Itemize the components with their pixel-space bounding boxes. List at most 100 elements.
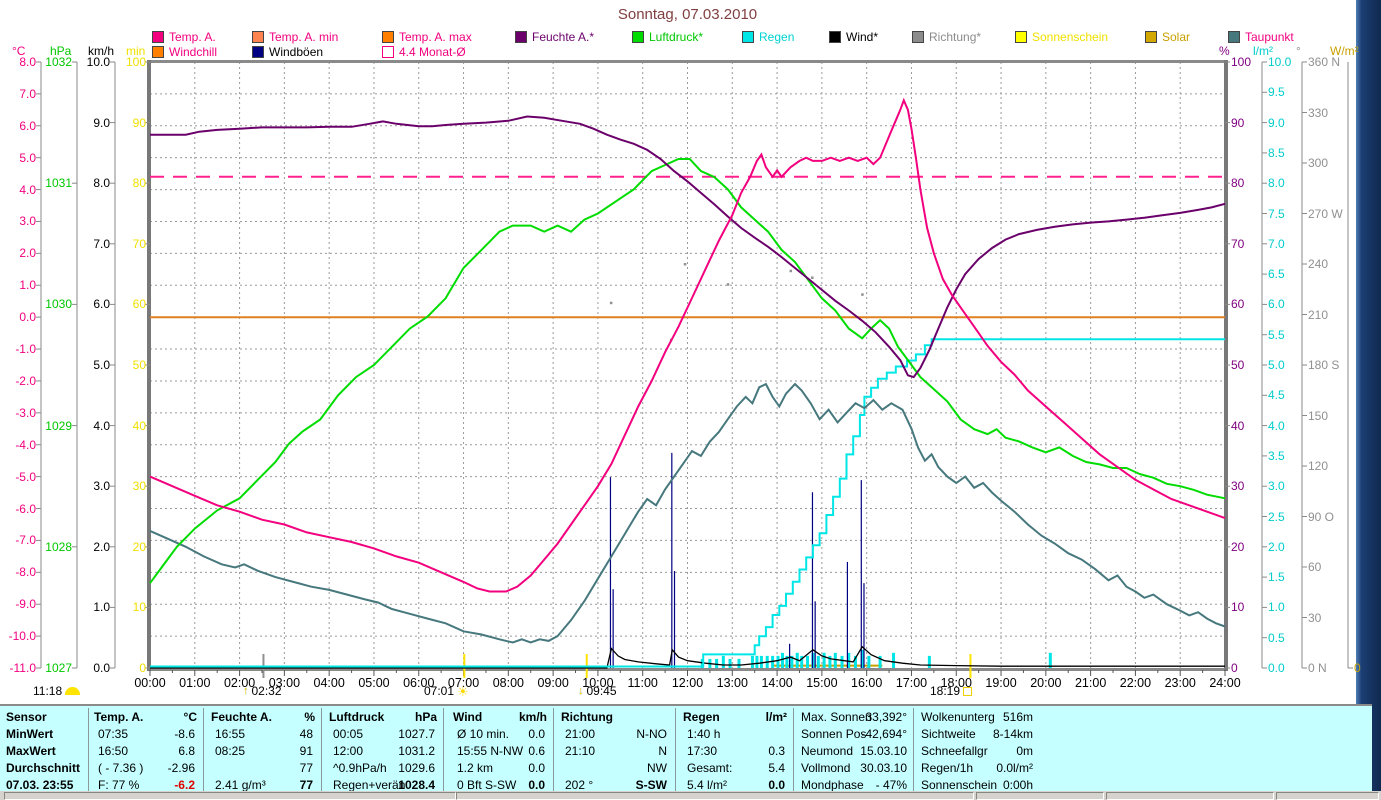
axis-tick-label: 10	[132, 600, 146, 615]
axis-tick-label: 20	[1231, 539, 1245, 554]
stat-value: 0.0	[528, 761, 545, 775]
x-axis-label: 20:00	[1030, 676, 1062, 690]
extra-value: 0m	[1016, 744, 1033, 758]
axis-tick-label: 0.0	[1268, 661, 1285, 675]
regen-summe-curve	[150, 338, 1225, 668]
stat-value: 0.0	[768, 778, 785, 792]
axis-tick-label: 2.0	[1268, 539, 1285, 554]
x-axis-label: 04:00	[313, 676, 345, 690]
axis-tick-label: 1029	[45, 418, 72, 433]
legend-label: Windchill	[169, 44, 218, 59]
axis-unit-header: hPa	[50, 44, 72, 58]
legend-color-box	[515, 30, 527, 43]
axis-tick-label: 3.0	[1268, 479, 1285, 494]
legend-item-temp-a-min: Temp. A. min	[252, 30, 338, 44]
stat-label: 08:25	[215, 744, 246, 758]
axis-tick-label: 6.5	[1268, 267, 1285, 282]
regen-rate-bars	[840, 655, 844, 668]
legend-color-box	[1015, 30, 1027, 43]
stat-label: 1.2 km	[457, 761, 494, 775]
astro-marker-0232: ↑ 02:32	[243, 684, 282, 698]
legend-item-regen: Regen	[742, 30, 794, 44]
axis-tick-label: 300	[1308, 156, 1329, 170]
extra-label: Schneefallgr	[921, 744, 988, 758]
legend-color-box	[382, 30, 394, 43]
stat-value: N-NO	[636, 727, 667, 741]
richtung-dots	[683, 263, 687, 266]
axis-tick-label: 210	[1308, 307, 1329, 322]
regen-rate-bars	[892, 652, 896, 668]
table-divider	[443, 708, 444, 791]
stat-label: 0 Bft S-SW	[457, 778, 517, 792]
regen-rate-bars	[927, 655, 931, 668]
axis-tick-label: 30	[132, 479, 146, 494]
axis-tick-label: 9.5	[1268, 85, 1285, 100]
legend-color-box	[152, 45, 164, 58]
legend-label: Richtung*	[929, 29, 982, 44]
axis-tick-label: 2.0	[93, 539, 110, 554]
col-unit: °C	[183, 710, 197, 724]
axis-tick-label: 5.5	[1268, 327, 1285, 342]
legend-color-box	[742, 30, 754, 43]
axis-tick-label: -6.0	[15, 501, 36, 516]
astro-value: 33,392°	[865, 710, 907, 724]
regen-rate-bars	[867, 655, 871, 668]
axis-tick-label: 330	[1308, 105, 1329, 120]
col-unit: %	[304, 710, 315, 724]
regen-rate-bars	[790, 655, 794, 668]
plot-area[interactable]	[150, 62, 1225, 668]
axis-tick-label: 4.0	[93, 418, 110, 433]
x-axis-label: 09:00	[537, 676, 569, 690]
axis-tick-label: 30	[1231, 479, 1245, 494]
axis-tick-label: 10.0	[86, 55, 110, 69]
axis-tick-label: 90	[1231, 115, 1245, 130]
x-axis-label: 24:00	[1209, 676, 1241, 690]
richtung-dots	[811, 276, 814, 279]
x-axis-label: 23:00	[1164, 676, 1196, 690]
astro-marker-time: 07:01	[424, 684, 455, 698]
axis-tick-label: 90	[132, 115, 146, 130]
x-axis-label: 22:00	[1119, 676, 1152, 690]
regen-rate-bars	[800, 655, 804, 668]
axis-tick-label: -10.0	[8, 629, 36, 644]
axis-tick-label: 0	[1354, 661, 1361, 675]
axis-tick-label: 8.0	[19, 55, 36, 69]
row-header: Sensor	[6, 710, 47, 724]
status-bar	[0, 791, 1381, 800]
regen-rate-bars	[785, 655, 789, 668]
table-divider	[321, 708, 322, 791]
regen-rate-bars	[780, 652, 784, 668]
astro-value: 15.03.10	[860, 744, 907, 758]
astro-value: 30.03.10	[860, 761, 907, 775]
axis-tick-label: 7.0	[1268, 236, 1285, 251]
stat-label: 12:00	[333, 744, 364, 758]
axis-tick-label: -7.0	[15, 533, 36, 548]
axis-tick-label: 6.0	[93, 297, 110, 312]
table-divider	[203, 708, 204, 791]
legend-color-box	[829, 30, 841, 43]
axis-unit-header: °	[1296, 44, 1301, 58]
feuchte-curve	[150, 115, 1226, 379]
x-axis-label: 01:00	[179, 676, 211, 690]
astro-marker-time: 11:18	[33, 684, 63, 698]
legend-label: Taupunkt	[1245, 29, 1294, 44]
legend-label: Feuchte A.*	[532, 29, 595, 44]
x-axis-label: 02:00	[223, 676, 256, 690]
axis-tick-label: 70	[1231, 236, 1245, 251]
stat-value: 0.0	[528, 727, 545, 741]
axis-tick-label: 1027	[45, 661, 72, 675]
axis-tick-label: 1.0	[1268, 600, 1285, 615]
x-axis-label: 10:00	[582, 676, 614, 690]
stat-label: 202 °	[565, 778, 594, 792]
stat-label: F: 77 %	[98, 778, 140, 792]
axis-tick-label: 240	[1308, 257, 1329, 271]
stat-label: 07:35	[98, 727, 129, 741]
regen-rate-bars	[806, 655, 810, 668]
x-axis-label: 00:00	[134, 676, 166, 690]
astro-value: -42,694°	[861, 727, 908, 741]
axis-tick-label: 60	[1308, 560, 1322, 574]
stat-value: NW	[647, 761, 667, 775]
axis-tick-label: 6.0	[1268, 297, 1285, 312]
x-axis-label: 06:00	[403, 676, 435, 690]
richtung-dots	[609, 301, 613, 305]
